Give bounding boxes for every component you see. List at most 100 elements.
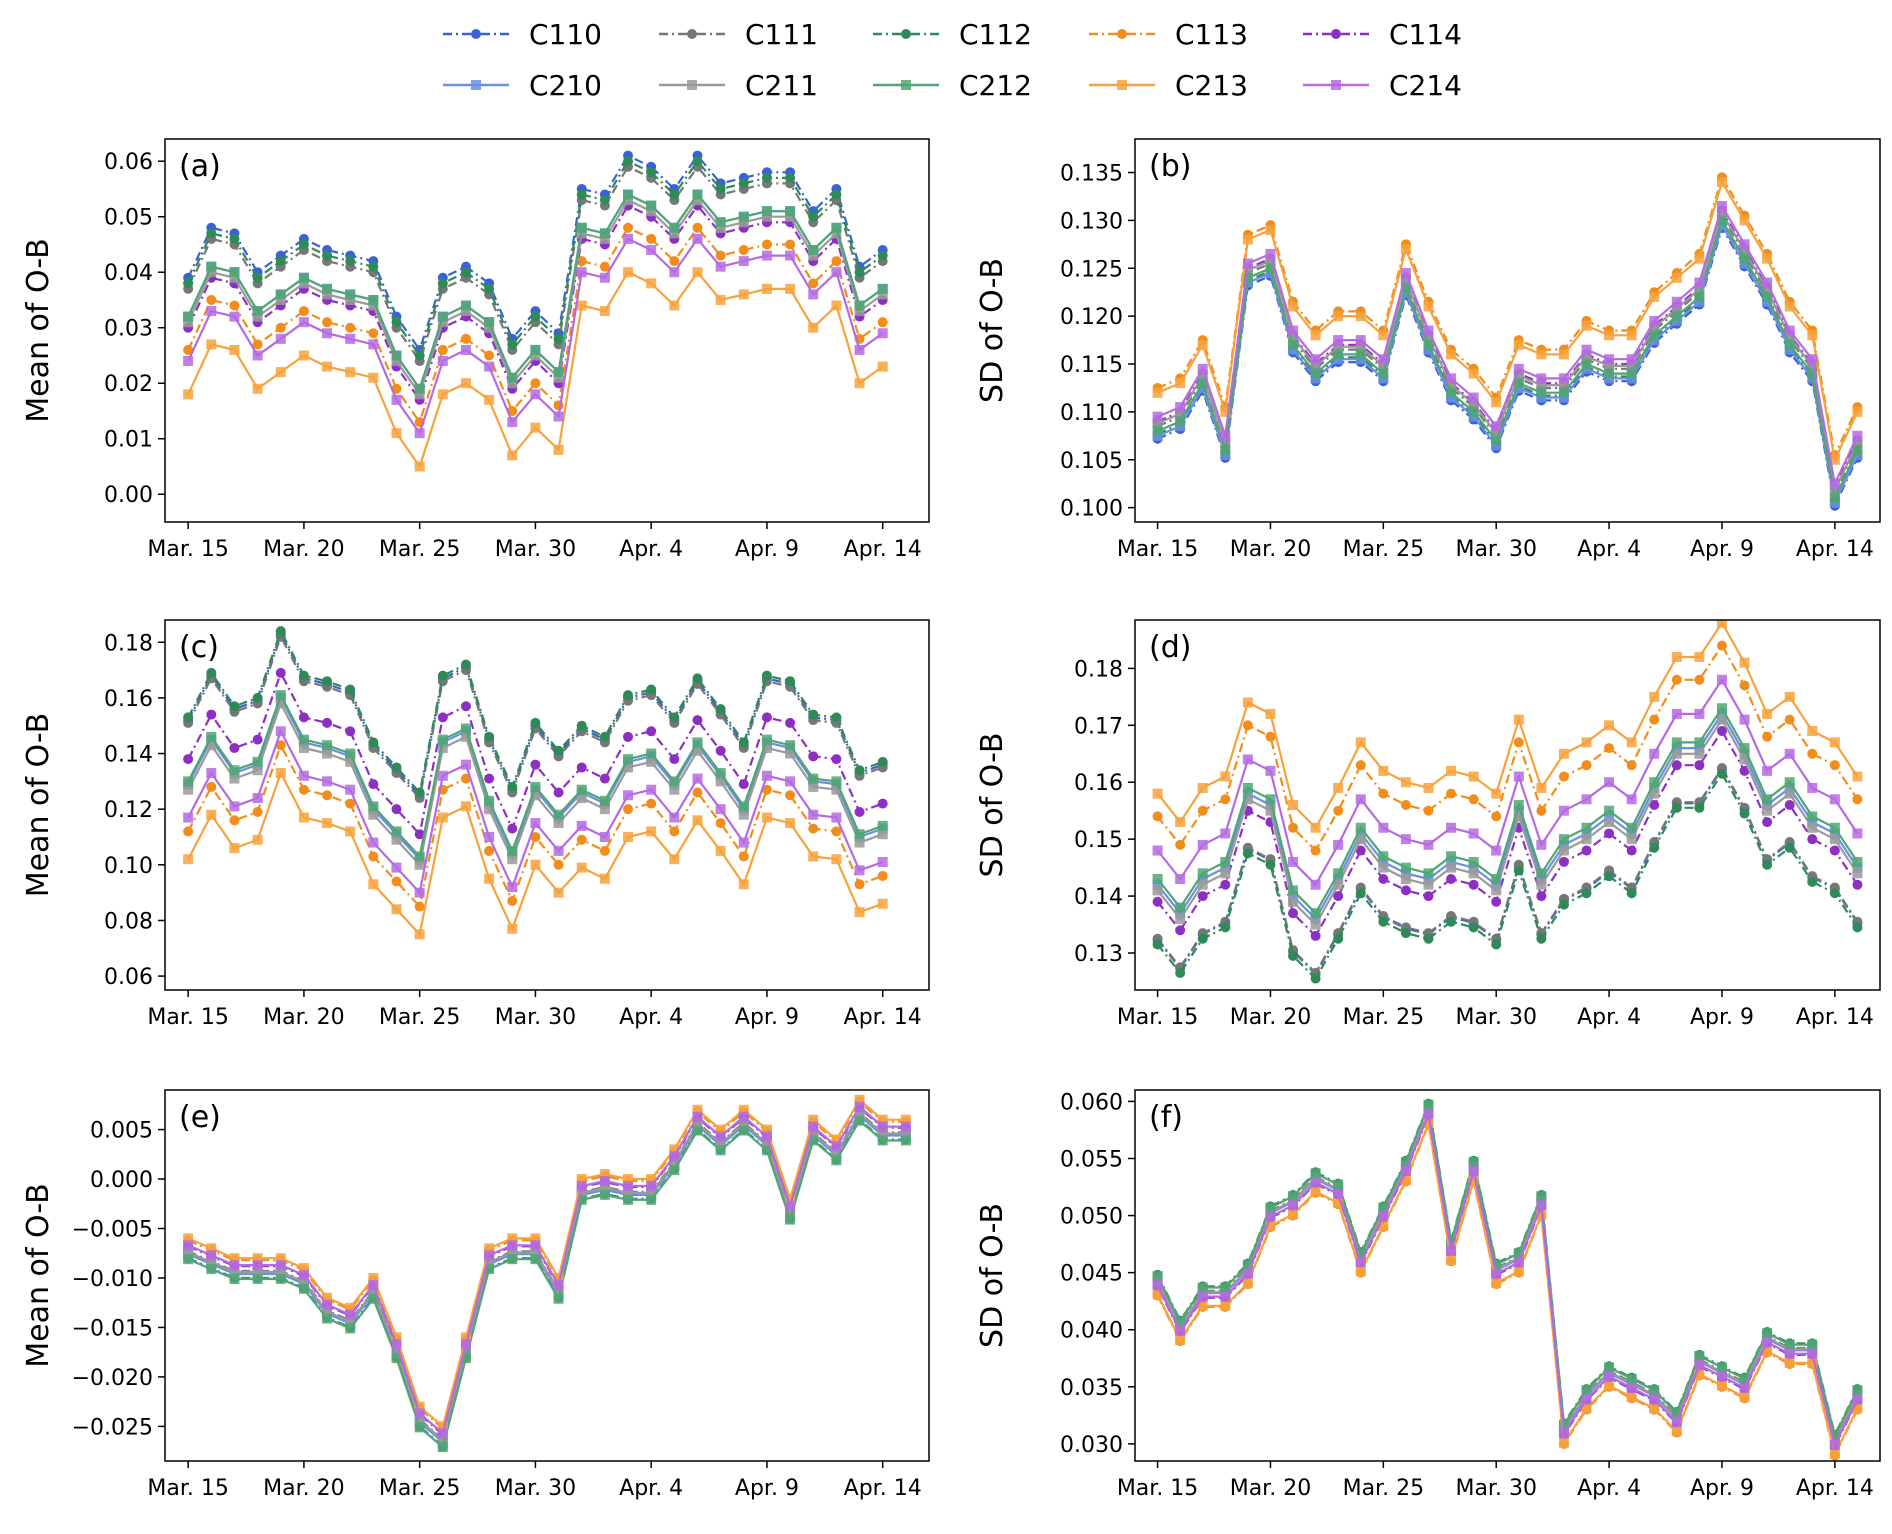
x-tick-label: Mar. 15 — [1117, 537, 1198, 562]
y-tick-label: 0.050 — [1060, 1205, 1123, 1230]
data-point-c114 — [1333, 891, 1344, 902]
data-point-c114 — [761, 712, 772, 723]
data-point-c213 — [1829, 1449, 1840, 1460]
data-point-c213 — [692, 815, 703, 826]
data-point-c213 — [1333, 1198, 1344, 1209]
data-point-c214 — [1423, 839, 1434, 850]
data-point-c212 — [623, 1194, 634, 1205]
data-point-c212 — [1355, 1248, 1366, 1259]
data-point-c210 — [1829, 828, 1840, 839]
data-point-c212 — [669, 776, 680, 787]
data-point-c113 — [229, 300, 240, 311]
data-point-c212 — [692, 1125, 703, 1136]
data-point-c213 — [229, 344, 240, 355]
data-point-c214 — [1558, 373, 1569, 384]
data-point-c214 — [1784, 1348, 1795, 1359]
data-point-c213 — [1491, 788, 1502, 799]
data-point-c212 — [1355, 822, 1366, 833]
data-point-c214 — [368, 1279, 379, 1290]
data-point-c214 — [646, 245, 657, 256]
data-point-c112 — [391, 762, 402, 773]
data-point-c113 — [738, 851, 749, 862]
y-tick-label: 0.035 — [1060, 1376, 1123, 1401]
data-point-c113 — [1446, 788, 1457, 799]
x-tick-label: Apr. 14 — [1796, 537, 1874, 562]
data-point-c212 — [322, 1313, 333, 1324]
data-point-c114 — [831, 754, 842, 765]
data-point-c112 — [252, 272, 263, 283]
data-point-c212 — [1536, 1191, 1547, 1202]
data-point-c213 — [1220, 771, 1231, 782]
data-point-c210 — [1355, 828, 1366, 839]
data-point-c113 — [854, 879, 865, 890]
data-point-c112 — [322, 250, 333, 261]
data-point-c213 — [808, 322, 819, 333]
data-point-c214 — [831, 267, 842, 278]
data-point-c112 — [507, 781, 518, 792]
data-point-c212 — [229, 267, 240, 278]
y-tick-label: 0.16 — [104, 687, 153, 712]
plot-frame — [164, 619, 930, 991]
data-point-c113 — [808, 278, 819, 289]
data-point-c213 — [252, 834, 263, 845]
data-point-c214 — [1197, 839, 1208, 850]
data-point-c214 — [785, 1200, 796, 1211]
data-point-c112 — [692, 673, 703, 684]
legend-marker — [687, 29, 697, 39]
data-point-c212 — [530, 344, 541, 355]
data-point-c113 — [414, 901, 425, 912]
data-point-c214 — [275, 1260, 286, 1271]
data-point-c211 — [229, 773, 240, 784]
data-point-c213 — [1649, 1403, 1660, 1414]
data-point-c212 — [1310, 1168, 1321, 1179]
data-point-c212 — [206, 1264, 217, 1275]
data-point-c211 — [298, 742, 309, 753]
data-point-c212 — [1423, 868, 1434, 879]
data-point-c214 — [599, 831, 610, 842]
data-point-c212 — [646, 748, 657, 759]
data-point-c212 — [715, 768, 726, 779]
data-point-c213 — [1829, 454, 1840, 465]
data-point-c210 — [1242, 788, 1253, 799]
data-point-c113 — [1242, 720, 1253, 731]
data-point-c211 — [854, 306, 865, 317]
data-point-c212 — [391, 350, 402, 361]
data-point-c211 — [530, 350, 541, 361]
data-point-c214 — [599, 272, 610, 283]
data-point-c113 — [808, 823, 819, 834]
data-point-c113 — [484, 350, 495, 361]
data-point-c213 — [460, 801, 471, 812]
data-point-c212 — [1513, 378, 1524, 389]
data-point-c214 — [345, 1309, 356, 1320]
data-point-c213 — [808, 851, 819, 862]
data-point-c113 — [576, 256, 587, 267]
data-point-c112 — [808, 709, 819, 720]
data-point-c113 — [785, 790, 796, 801]
data-point-c212 — [1242, 782, 1253, 793]
data-point-c211 — [1852, 437, 1863, 448]
data-point-c212 — [623, 189, 634, 200]
legend-label: C114 — [1389, 18, 1462, 51]
data-point-c112 — [507, 339, 518, 350]
data-point-c213 — [1152, 788, 1163, 799]
data-point-c212 — [877, 1135, 888, 1146]
data-point-c214 — [484, 831, 495, 842]
data-point-c214 — [1423, 1108, 1434, 1119]
data-point-c213 — [1310, 1186, 1321, 1197]
panel-label: (e) — [179, 1100, 221, 1135]
data-point-c211 — [1829, 485, 1840, 496]
legend-label: C111 — [745, 18, 818, 51]
data-point-c214 — [1310, 354, 1321, 365]
data-point-c214 — [831, 812, 842, 823]
data-point-c214 — [322, 776, 333, 787]
data-point-c113 — [553, 859, 564, 870]
data-point-c113 — [1152, 811, 1163, 822]
data-point-c211 — [715, 1138, 726, 1149]
data-point-c214 — [1784, 325, 1795, 336]
data-point-c211 — [1671, 748, 1682, 759]
data-point-c213 — [1513, 339, 1524, 350]
data-point-c113 — [877, 317, 888, 328]
legend-item-c112: C112 — [873, 18, 1032, 51]
data-point-c212 — [877, 283, 888, 294]
data-point-c211 — [1288, 896, 1299, 907]
